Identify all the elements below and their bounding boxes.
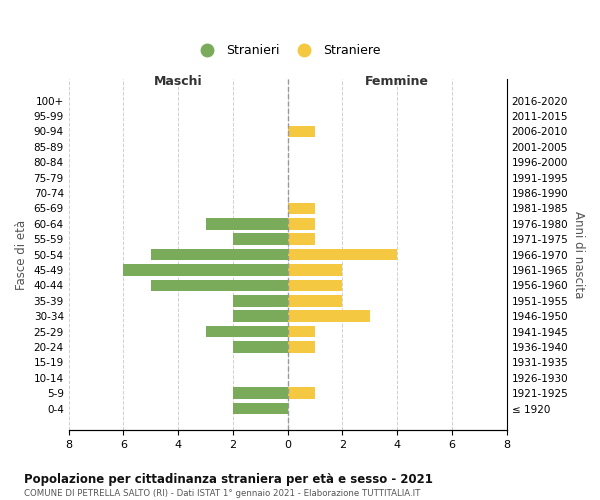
- Bar: [206, 326, 287, 338]
- Y-axis label: Anni di nascita: Anni di nascita: [572, 211, 585, 298]
- Text: Femmine: Femmine: [365, 75, 429, 88]
- Bar: [287, 126, 315, 137]
- Bar: [151, 280, 287, 291]
- Bar: [287, 264, 343, 276]
- Bar: [287, 280, 343, 291]
- Bar: [206, 218, 287, 230]
- Text: Maschi: Maschi: [154, 75, 202, 88]
- Bar: [287, 388, 315, 399]
- Legend: Stranieri, Straniere: Stranieri, Straniere: [190, 40, 386, 62]
- Bar: [233, 341, 287, 352]
- Bar: [233, 234, 287, 245]
- Bar: [233, 403, 287, 414]
- Bar: [151, 249, 287, 260]
- Bar: [233, 295, 287, 306]
- Text: Popolazione per cittadinanza straniera per età e sesso - 2021: Popolazione per cittadinanza straniera p…: [24, 472, 433, 486]
- Bar: [233, 310, 287, 322]
- Bar: [124, 264, 287, 276]
- Bar: [287, 234, 315, 245]
- Bar: [233, 388, 287, 399]
- Bar: [287, 310, 370, 322]
- Bar: [287, 326, 315, 338]
- Bar: [287, 295, 343, 306]
- Bar: [287, 202, 315, 214]
- Y-axis label: Fasce di età: Fasce di età: [15, 220, 28, 290]
- Bar: [287, 249, 397, 260]
- Text: COMUNE DI PETRELLA SALTO (RI) - Dati ISTAT 1° gennaio 2021 - Elaborazione TUTTIT: COMUNE DI PETRELLA SALTO (RI) - Dati IST…: [24, 489, 421, 498]
- Bar: [287, 218, 315, 230]
- Bar: [287, 341, 315, 352]
